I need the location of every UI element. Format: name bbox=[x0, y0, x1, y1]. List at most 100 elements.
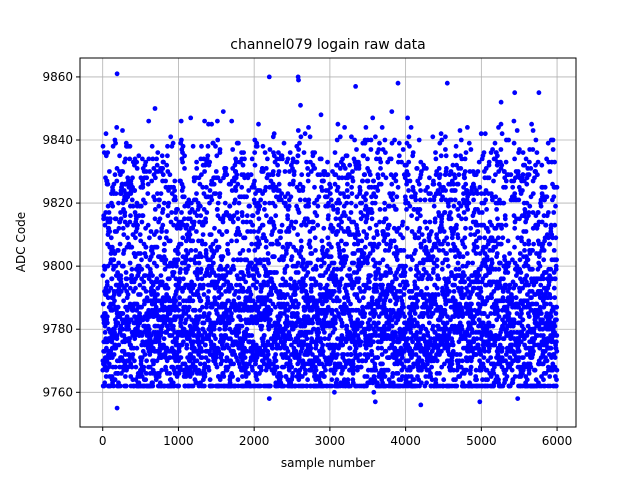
data-point bbox=[181, 276, 186, 282]
data-point bbox=[254, 279, 260, 285]
data-point bbox=[197, 203, 203, 209]
data-point bbox=[310, 219, 316, 225]
data-point bbox=[402, 270, 408, 275]
data-point bbox=[113, 263, 119, 269]
data-point bbox=[288, 276, 294, 282]
data-point bbox=[123, 374, 128, 379]
data-point bbox=[303, 282, 308, 288]
data-point bbox=[313, 367, 319, 373]
data-point bbox=[295, 232, 300, 238]
data-point bbox=[129, 197, 135, 203]
data-point bbox=[211, 181, 217, 187]
data-point bbox=[281, 140, 287, 146]
data-point bbox=[111, 383, 116, 389]
data-point bbox=[474, 244, 480, 250]
data-point bbox=[234, 172, 240, 178]
data-point bbox=[236, 289, 242, 294]
data-point bbox=[288, 194, 294, 200]
data-point bbox=[140, 181, 146, 187]
data-point bbox=[248, 172, 254, 178]
data-point bbox=[279, 197, 284, 203]
data-point bbox=[234, 238, 240, 244]
data-point bbox=[114, 333, 120, 338]
data-point bbox=[372, 200, 378, 206]
data-point bbox=[295, 153, 301, 159]
data-point bbox=[287, 150, 293, 156]
data-point bbox=[108, 216, 113, 222]
data-point bbox=[121, 298, 126, 304]
data-point bbox=[171, 270, 177, 275]
data-point bbox=[341, 248, 346, 253]
data-point bbox=[295, 128, 301, 133]
data-point bbox=[185, 203, 191, 209]
data-point bbox=[389, 181, 395, 187]
data-point bbox=[155, 150, 161, 156]
data-point bbox=[460, 358, 465, 364]
data-point bbox=[225, 251, 231, 256]
data-point bbox=[468, 232, 474, 238]
data-point bbox=[305, 178, 311, 184]
data-point bbox=[162, 248, 167, 253]
data-point bbox=[171, 222, 177, 228]
data-point bbox=[349, 191, 355, 197]
data-point bbox=[209, 197, 215, 203]
data-point bbox=[374, 289, 380, 294]
data-point bbox=[428, 191, 433, 197]
data-point bbox=[307, 238, 313, 244]
data-point bbox=[240, 162, 246, 168]
chart-title: channel079 logain raw data bbox=[230, 37, 425, 53]
data-point bbox=[178, 118, 184, 124]
data-point bbox=[206, 311, 212, 316]
data-point bbox=[252, 178, 257, 184]
data-point bbox=[191, 339, 197, 345]
data-point bbox=[124, 276, 130, 282]
data-point bbox=[284, 251, 289, 256]
data-point bbox=[157, 235, 163, 241]
data-point bbox=[165, 153, 170, 159]
data-point bbox=[284, 263, 290, 269]
data-point bbox=[349, 184, 354, 190]
data-point bbox=[471, 197, 476, 203]
data-point bbox=[177, 301, 183, 307]
data-point bbox=[417, 225, 423, 231]
data-point bbox=[116, 200, 121, 206]
data-point bbox=[206, 358, 211, 364]
data-point bbox=[155, 292, 160, 297]
data-point bbox=[278, 345, 283, 351]
data-point bbox=[194, 213, 200, 219]
data-point bbox=[235, 181, 241, 187]
data-point bbox=[298, 134, 304, 140]
data-point bbox=[113, 140, 118, 146]
data-point bbox=[146, 326, 152, 332]
data-point bbox=[232, 197, 238, 203]
data-point bbox=[382, 200, 387, 206]
data-point bbox=[263, 166, 269, 171]
data-point bbox=[199, 254, 205, 260]
data-point bbox=[223, 166, 229, 171]
data-point bbox=[293, 219, 299, 225]
data-point bbox=[434, 358, 440, 364]
data-point bbox=[244, 194, 250, 200]
data-point bbox=[143, 273, 148, 278]
data-point bbox=[201, 292, 207, 297]
data-point bbox=[313, 248, 318, 253]
data-point bbox=[443, 188, 448, 193]
data-point bbox=[167, 276, 172, 282]
data-point bbox=[358, 339, 364, 345]
data-point bbox=[432, 216, 438, 222]
data-point bbox=[314, 213, 320, 219]
data-point bbox=[395, 371, 401, 376]
data-point bbox=[156, 203, 162, 209]
data-point bbox=[327, 191, 333, 197]
data-point bbox=[383, 175, 389, 181]
data-point bbox=[370, 248, 376, 253]
data-point bbox=[379, 125, 385, 130]
data-point bbox=[278, 229, 284, 234]
data-point bbox=[154, 162, 160, 168]
data-point bbox=[224, 229, 230, 234]
data-point bbox=[199, 143, 204, 149]
data-point bbox=[415, 285, 420, 291]
data-point bbox=[107, 229, 113, 234]
data-point bbox=[178, 225, 183, 231]
data-point bbox=[380, 257, 386, 263]
